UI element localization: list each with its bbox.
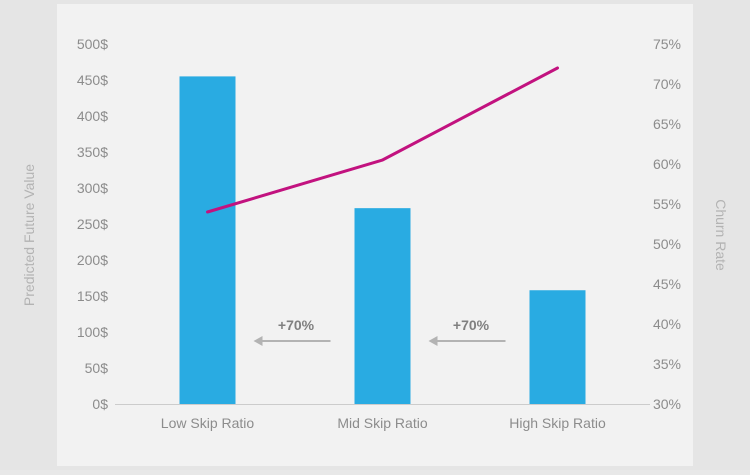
y-right-tick-label: 55% <box>653 196 681 212</box>
y-left-tick-label: 50$ <box>85 360 109 376</box>
y-left-tick-label: 100$ <box>77 324 108 340</box>
y-left-tick-label: 200$ <box>77 252 108 268</box>
y-left-tick-label: 500$ <box>77 36 108 52</box>
y-right-tick-label: 60% <box>653 156 681 172</box>
y-left-tick-label: 400$ <box>77 108 108 124</box>
y-left-tick-label: 450$ <box>77 72 108 88</box>
churn-rate-line <box>206 66 559 214</box>
y-left-tick-label: 250$ <box>77 216 108 232</box>
arrow-left-icon <box>253 336 263 346</box>
arrow-left-icon <box>428 336 438 346</box>
x-tick-label: Mid Skip Ratio <box>337 415 427 431</box>
x-tick-label: High Skip Ratio <box>509 415 606 431</box>
bar <box>179 76 236 405</box>
y-right-tick-label: 50% <box>653 236 681 252</box>
y-axis-left-title: Predicted Future Value <box>21 164 37 306</box>
y-axis-right-title: Churn Rate <box>713 199 729 271</box>
x-tick-label: Low Skip Ratio <box>161 415 255 431</box>
y-right-tick-label: 45% <box>653 276 681 292</box>
bar <box>529 290 586 404</box>
y-right-tick-label: 40% <box>653 316 681 332</box>
y-right-tick-label: 65% <box>653 116 681 132</box>
y-left-tick-label: 0$ <box>92 396 108 412</box>
y-right-tick-label: 30% <box>653 396 681 412</box>
y-left-tick-label: 300$ <box>77 180 108 196</box>
y-right-tick-label: 75% <box>653 36 681 52</box>
change-annotation: +70% <box>453 317 490 333</box>
y-right-tick-label: 35% <box>653 356 681 372</box>
y-left-tick-label: 150$ <box>77 288 108 304</box>
y-left-tick-label: 350$ <box>77 144 108 160</box>
y-right-tick-label: 70% <box>653 76 681 92</box>
change-annotation: +70% <box>278 317 315 333</box>
bar <box>354 208 411 404</box>
